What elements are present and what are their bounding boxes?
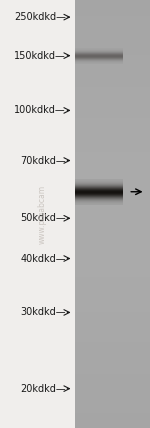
- Text: www.ptgabcam: www.ptgabcam: [38, 184, 46, 244]
- Text: 50kdkd—: 50kdkd—: [20, 213, 66, 223]
- Text: 250kdkd—: 250kdkd—: [14, 12, 66, 22]
- Text: 30kdkd—: 30kdkd—: [21, 307, 66, 318]
- Text: 100kdkd—: 100kdkd—: [14, 105, 66, 116]
- Text: 40kdkd—: 40kdkd—: [21, 253, 66, 264]
- Text: 150kdkd—: 150kdkd—: [14, 51, 66, 61]
- Text: 20kdkd—: 20kdkd—: [20, 383, 66, 394]
- Text: 70kdkd—: 70kdkd—: [20, 155, 66, 166]
